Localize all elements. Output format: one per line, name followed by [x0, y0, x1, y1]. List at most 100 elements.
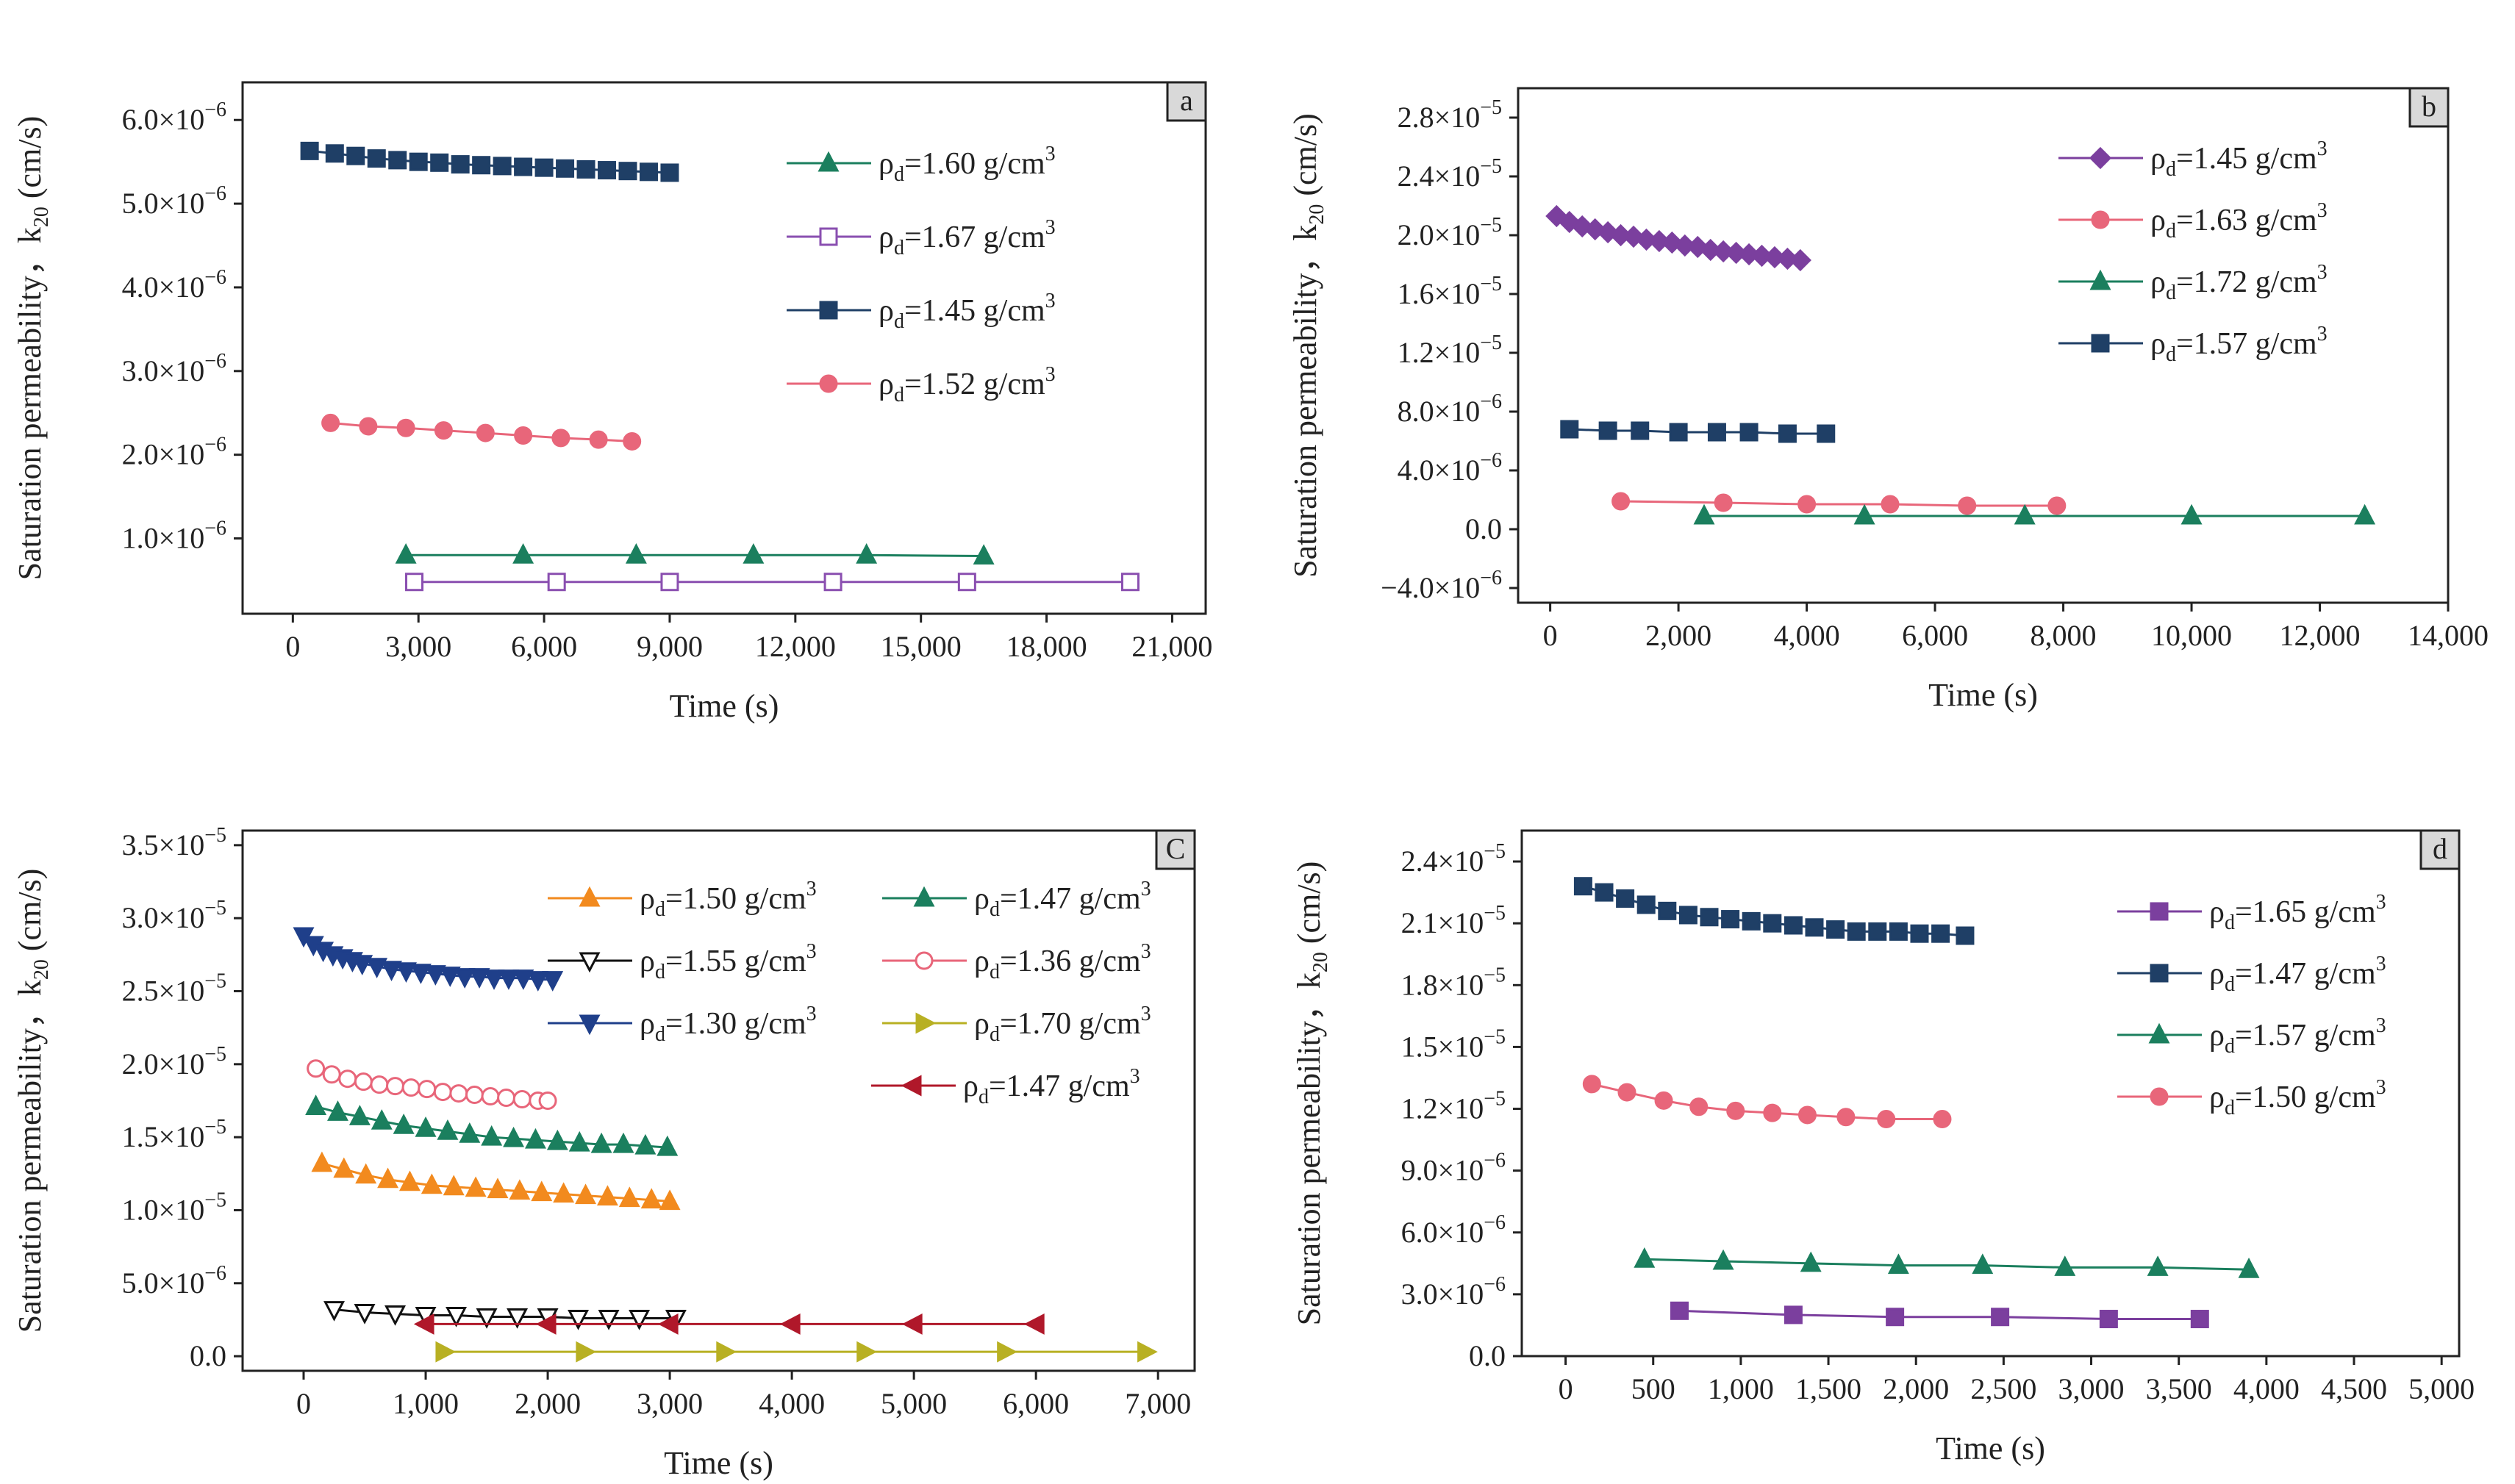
x-tick-label: 6,000 — [1003, 1387, 1069, 1420]
x-tick-label: 10,000 — [2151, 619, 2232, 652]
data-point — [421, 1173, 443, 1194]
x-tick-label: 18,000 — [1006, 630, 1087, 663]
legend-marker — [818, 151, 840, 172]
data-point — [493, 157, 512, 176]
legend-marker — [2150, 1087, 2169, 1106]
x-axis-title: Time (s) — [664, 1445, 773, 1481]
data-point — [1991, 1308, 2010, 1327]
data-point — [2190, 1310, 2209, 1329]
data-point — [623, 431, 642, 451]
y-tick-label: 2.5×10−5 — [122, 970, 226, 1008]
data-point — [514, 157, 533, 176]
data-point — [1847, 922, 1866, 941]
x-axis-title: Time (s) — [1928, 677, 2038, 713]
data-point — [366, 958, 388, 978]
plot-frame — [241, 829, 1196, 1372]
y-tick-label: 2.4×10−5 — [1398, 155, 1502, 193]
data-point — [1853, 503, 1875, 525]
legend-label: ρd=1.36 g/cm3 — [974, 940, 1151, 983]
data-point — [1721, 910, 1740, 929]
data-point — [418, 1080, 437, 1099]
data-point — [1800, 1251, 1822, 1272]
data-point — [1617, 1083, 1636, 1102]
data-point — [575, 1183, 597, 1205]
data-point — [434, 421, 453, 440]
data-point — [2047, 496, 2067, 515]
data-point — [433, 1083, 452, 1102]
data-point — [1972, 1253, 1994, 1275]
data-point — [1636, 895, 1656, 914]
data-point — [348, 1105, 371, 1125]
panel-tag-box — [2408, 87, 2450, 128]
y-tick-label: 5.0×10−6 — [122, 182, 226, 220]
data-point — [625, 543, 647, 564]
data-point — [1933, 1110, 1952, 1129]
data-point — [2180, 503, 2203, 525]
y-tick-label: 1.5×10−5 — [1401, 1025, 1506, 1063]
data-point — [1889, 922, 1908, 941]
data-point — [598, 1309, 620, 1330]
data-point — [1931, 924, 1950, 943]
x-tick-label: 500 — [1631, 1372, 1675, 1405]
data-point — [590, 1132, 612, 1153]
series-3 — [321, 413, 642, 451]
data-point — [381, 961, 403, 981]
data-point — [1956, 926, 1975, 945]
data-point — [1797, 1105, 1817, 1125]
series-1 — [1573, 877, 1975, 945]
x-tick-label: 6,000 — [511, 630, 577, 663]
legend-entry: ρd=1.55 g/cm3 — [548, 940, 817, 983]
data-point — [386, 1077, 405, 1096]
data-point — [307, 1059, 326, 1078]
legend-marker — [901, 1075, 922, 1097]
legend-marker — [2089, 269, 2111, 290]
legend-label: ρd=1.52 g/cm3 — [879, 363, 1056, 406]
data-point — [546, 1129, 568, 1150]
data-point — [1582, 1075, 1601, 1094]
data-point — [997, 1341, 1017, 1363]
legend-label: ρd=1.60 g/cm3 — [879, 143, 1056, 186]
data-point — [1836, 1108, 1856, 1127]
series-1 — [405, 573, 1140, 592]
data-point — [401, 1078, 421, 1097]
data-point — [1611, 492, 1631, 511]
x-tick-label: 0 — [285, 630, 300, 663]
data-point — [640, 1188, 662, 1209]
data-point — [384, 1305, 407, 1326]
data-point — [481, 1087, 500, 1106]
data-point — [551, 429, 570, 448]
data-point — [576, 1341, 597, 1363]
y-axis-title: Saturation permeability，k20 (cm/s) — [12, 116, 53, 581]
series-6 — [413, 1313, 1045, 1335]
legend-entry: ρd=1.36 g/cm3 — [882, 940, 1151, 983]
y-tick-label: 3.0×10−6 — [1401, 1273, 1506, 1311]
data-point — [1669, 423, 1688, 442]
data-point — [398, 1170, 421, 1191]
data-point — [901, 1313, 923, 1335]
data-point — [1805, 918, 1824, 937]
series-4 — [293, 927, 564, 992]
data-point — [497, 1089, 516, 1108]
y-axis-title: Saturation permeability，k20 (cm/s) — [1287, 113, 1328, 578]
legend-marker — [819, 227, 838, 246]
series-0 — [1670, 1301, 2209, 1329]
data-point — [1887, 1253, 1909, 1275]
y-tick-label: −4.0×10−6 — [1381, 567, 1502, 604]
data-point — [483, 969, 505, 990]
data-point — [957, 573, 976, 592]
data-point — [1742, 911, 1761, 931]
series-0 — [1545, 204, 1811, 272]
y-tick-label: 2.0×10−5 — [122, 1043, 226, 1080]
data-point — [1658, 901, 1677, 920]
legend-marker — [915, 1012, 937, 1034]
data-point — [973, 544, 995, 564]
data-point — [1886, 1308, 1905, 1327]
data-point — [629, 1309, 651, 1330]
data-point — [542, 971, 564, 992]
data-point — [660, 573, 679, 592]
data-point — [743, 543, 765, 564]
data-point — [509, 1179, 531, 1200]
y-tick-label: 3.0×10−6 — [122, 350, 226, 387]
legend-entry: ρd=1.65 g/cm3 — [2117, 891, 2386, 934]
legend-label: ρd=1.47 g/cm3 — [963, 1065, 1140, 1108]
